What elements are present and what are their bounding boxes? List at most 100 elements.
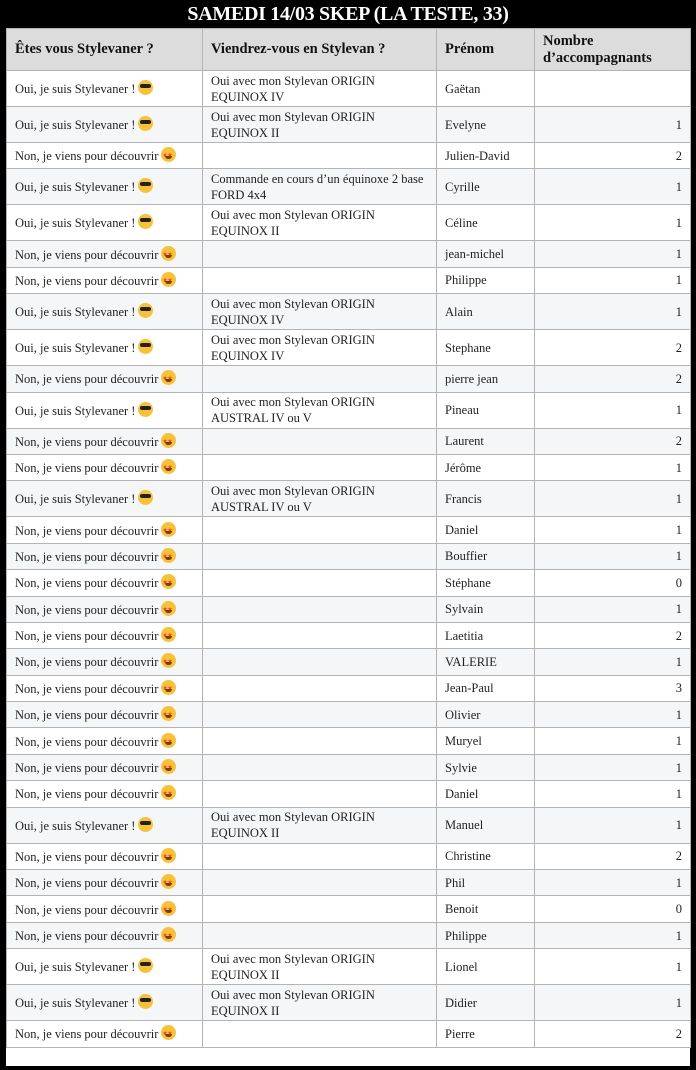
- cell-stylevaner: Non, je viens pour découvrir: [6, 365, 203, 393]
- star-struck-icon: [161, 627, 177, 644]
- cell-nombre-text: 0: [675, 902, 682, 917]
- table-row: Non, je viens pour découvrir Daniel 1: [6, 780, 691, 808]
- cell-van-text: Oui avec mon Stylevan ORIGIN EQUINOX II: [211, 987, 375, 1018]
- table-row: Oui, je suis Stylevaner ! Oui avec mon St…: [6, 391, 691, 429]
- cell-stylevaner: Oui, je suis Stylevaner !: [6, 480, 203, 518]
- cell-van-text: Oui avec mon Stylevan ORIGIN EQUINOX II: [211, 109, 375, 140]
- cell-van: Oui avec mon Stylevan ORIGIN EQUINOX II: [202, 806, 437, 844]
- cell-van: [202, 780, 437, 808]
- header-nombre: Nombre d’accompagnants: [534, 28, 691, 71]
- cell-prenom-text: jean-michel: [445, 247, 504, 262]
- cell-nombre-text: 1: [675, 273, 682, 288]
- star-struck-icon: [161, 574, 177, 591]
- cell-stylevaner-text: Non, je viens pour découvrir: [15, 876, 159, 891]
- table-row: Oui, je suis Stylevaner ! Oui avec mon St…: [6, 329, 691, 367]
- smiling-face-with-sunglasses-icon: [138, 116, 154, 131]
- cell-prenom-text: Alain: [445, 304, 473, 319]
- cell-nombre-text: 1: [675, 786, 682, 801]
- table-row: Oui, je suis Stylevaner ! Oui avec mon St…: [6, 480, 691, 518]
- cell-prenom: Cyrille: [436, 168, 535, 206]
- table-row: Non, je viens pour découvrir Stéphane 0: [6, 569, 691, 597]
- table-row: Oui, je suis Stylevaner ! Oui avec mon St…: [6, 70, 691, 107]
- cell-nombre: 1: [534, 727, 691, 755]
- cell-van-text: Oui avec mon Stylevan ORIGIN EQUINOX IV: [211, 332, 375, 363]
- cell-nombre: [534, 70, 691, 107]
- cell-prenom: Laetitia: [436, 621, 535, 650]
- header-prenom: Prénom: [436, 28, 535, 71]
- cell-van: [202, 869, 437, 897]
- cell-stylevaner-text: Non, je viens pour découvrir: [15, 929, 159, 943]
- cell-stylevaner-text: Non, je viens pour découvrir: [15, 734, 159, 749]
- cell-nombre: 1: [534, 293, 691, 331]
- cell-nombre-text: 3: [675, 681, 682, 696]
- page-title: SAMEDI 14/03 SKEP (LA TESTE, 33): [187, 3, 509, 25]
- smiling-face-with-sunglasses-icon: [138, 958, 154, 974]
- cell-nombre: 1: [534, 266, 691, 295]
- cell-nombre: 3: [534, 674, 691, 703]
- cell-prenom: Francis: [436, 480, 535, 518]
- cell-stylevaner-text: Oui, je suis Stylevaner !: [15, 216, 136, 231]
- table-row: Non, je viens pour découvrir Christine 2: [6, 842, 691, 871]
- cell-prenom-text: Christine: [445, 849, 491, 864]
- cell-stylevaner-text: Non, je viens pour découvrir: [15, 655, 159, 670]
- table-row: Oui, je suis Stylevaner ! Oui avec mon St…: [6, 293, 691, 331]
- cell-prenom-text: Bouffier: [445, 549, 488, 564]
- cell-stylevaner-text: Oui, je suis Stylevaner !: [15, 818, 136, 833]
- star-struck-icon: [161, 459, 177, 476]
- cell-van: [202, 753, 437, 782]
- cell-nombre-text: 1: [675, 602, 682, 617]
- cell-nombre: 1: [534, 542, 691, 571]
- cell-van: [202, 621, 437, 650]
- cell-stylevaner: Non, je viens pour découvrir: [6, 542, 203, 571]
- cell-stylevaner: Oui, je suis Stylevaner !: [6, 70, 203, 107]
- cell-prenom: Pierre: [436, 1020, 535, 1048]
- star-struck-icon: [161, 847, 177, 865]
- cell-nombre: 1: [534, 984, 691, 1022]
- cell-van-text: Oui avec mon Stylevan ORIGIN AUSTRAL IV …: [211, 395, 375, 426]
- cell-stylevaner: Oui, je suis Stylevaner !: [6, 948, 203, 986]
- cell-nombre: 1: [534, 869, 691, 897]
- cell-prenom: Bouffier: [436, 542, 535, 571]
- cell-nombre-text: 2: [675, 148, 682, 163]
- cell-nombre: 1: [534, 648, 691, 676]
- smiling-face-with-sunglasses-icon: [138, 303, 154, 319]
- cell-prenom-text: Daniel: [445, 786, 479, 801]
- table-row: Non, je viens pour découvrir Julien-David…: [6, 141, 691, 170]
- cell-nombre: 1: [534, 106, 691, 143]
- cell-nombre-text: 1: [675, 215, 682, 230]
- table-row: Non, je viens pour découvrir Olivier 1: [6, 701, 691, 729]
- cell-stylevaner: Non, je viens pour découvrir: [6, 569, 203, 597]
- table-row: Non, je viens pour découvrir Laurent 2: [6, 427, 691, 455]
- cell-stylevaner: Non, je viens pour découvrir: [6, 1020, 203, 1048]
- cell-stylevaner: Non, je viens pour découvrir: [6, 895, 203, 923]
- cell-stylevaner: Non, je viens pour découvrir: [6, 595, 203, 623]
- cell-prenom-text: pierre jean: [445, 371, 499, 386]
- cell-prenom: Stephane: [436, 329, 535, 367]
- smiling-face-with-sunglasses-icon: [138, 214, 154, 230]
- cell-prenom-text: Phil: [445, 875, 466, 890]
- cell-van-text: Oui avec mon Stylevan ORIGIN EQUINOX IV: [211, 296, 375, 327]
- cell-nombre-text: 1: [675, 403, 682, 418]
- cell-stylevaner-text: Oui, je suis Stylevaner !: [15, 82, 136, 96]
- cell-nombre-text: 1: [675, 875, 682, 890]
- cell-prenom: Manuel: [436, 806, 535, 844]
- cell-nombre: 2: [534, 365, 691, 393]
- smiling-face-with-sunglasses-icon: [138, 80, 154, 95]
- cell-stylevaner-text: Non, je viens pour découvrir: [15, 549, 159, 564]
- cell-prenom: Evelyne: [436, 106, 535, 143]
- cell-prenom-text: Philippe: [445, 273, 487, 288]
- cell-prenom: Didier: [436, 984, 535, 1022]
- cell-stylevaner: Oui, je suis Stylevaner !: [6, 984, 203, 1022]
- cell-van: [202, 701, 437, 729]
- smiling-face-with-sunglasses-icon: [138, 401, 154, 417]
- cell-nombre-text: 2: [675, 371, 682, 386]
- cell-stylevaner: Non, je viens pour découvrir: [6, 453, 203, 482]
- star-struck-icon: [161, 759, 177, 776]
- cell-van-text: Oui avec mon Stylevan ORIGIN AUSTRAL IV …: [211, 483, 375, 514]
- cell-prenom: Benoit: [436, 895, 535, 923]
- cell-nombre: 0: [534, 895, 691, 923]
- cell-van: Oui avec mon Stylevan ORIGIN EQUINOX IV: [202, 293, 437, 331]
- star-struck-icon: [161, 432, 177, 450]
- cell-stylevaner-text: Oui, je suis Stylevaner !: [15, 960, 136, 975]
- star-struck-icon: [161, 1025, 177, 1042]
